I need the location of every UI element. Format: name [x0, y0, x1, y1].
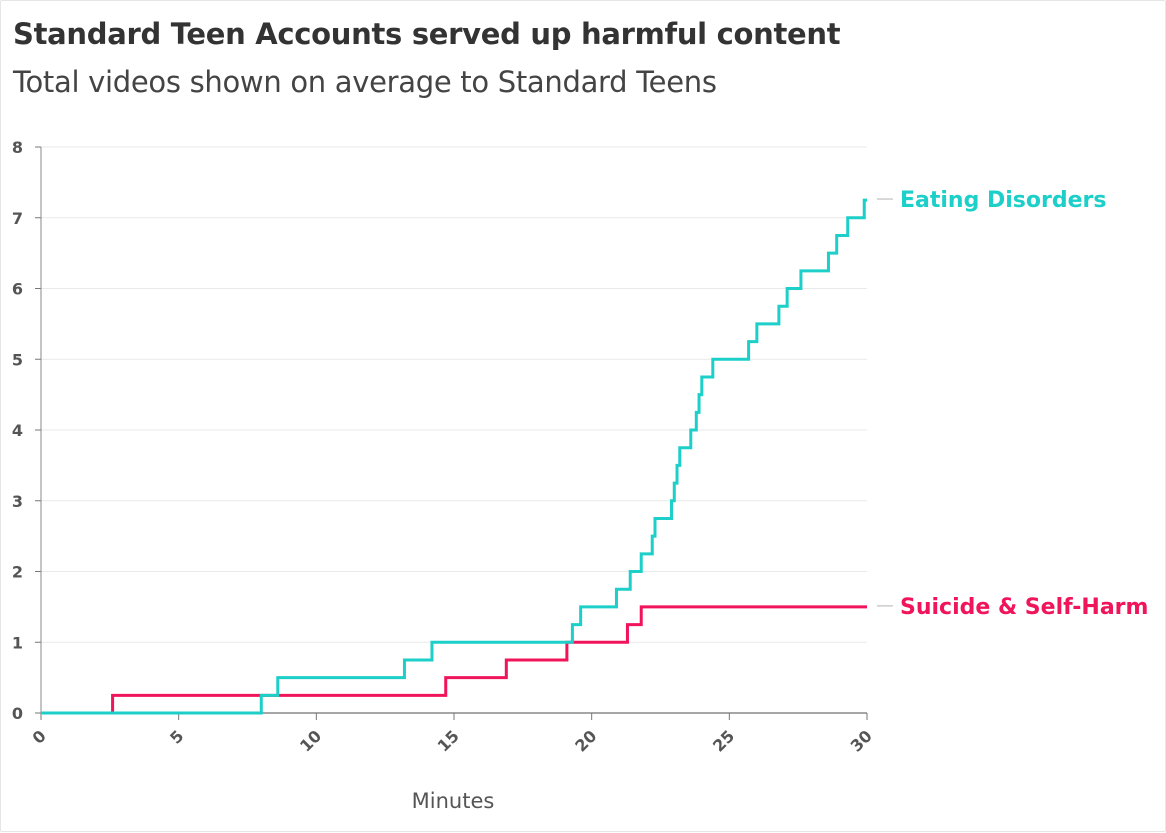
x-tick-label-10: 10 — [296, 726, 325, 755]
series-label-eating-disorders: Eating Disorders — [900, 188, 1106, 213]
y-tick-label-6: 6 — [12, 280, 23, 299]
x-tick-label-30: 30 — [847, 726, 876, 755]
x-tick-label-5: 5 — [166, 726, 187, 747]
series-line-eating-disorders — [41, 198, 867, 715]
series-label-suicide-self-harm: Suicide & Self-Harm — [900, 595, 1148, 620]
y-tick-label-2: 2 — [12, 563, 23, 582]
y-tick-label-3: 3 — [12, 492, 23, 511]
series-lines — [41, 198, 867, 715]
x-tick-label-25: 25 — [709, 726, 738, 755]
x-tick-label-15: 15 — [434, 726, 463, 755]
chart-title: Standard Teen Accounts served up harmful… — [13, 17, 841, 51]
y-tick-label-8: 8 — [12, 138, 23, 157]
y-tick-label-0: 0 — [12, 704, 23, 723]
x-tick-label-20: 20 — [571, 726, 600, 755]
x-tick-label-0: 0 — [29, 726, 50, 747]
gridlines — [41, 146, 867, 643]
series-line-suicide-self-harm — [41, 605, 867, 715]
y-tick-label-7: 7 — [12, 209, 23, 228]
x-axis-title: Minutes — [412, 789, 495, 813]
y-tick-label-5: 5 — [12, 350, 23, 369]
y-tick-label-4: 4 — [12, 421, 23, 440]
y-tick-label-1: 1 — [12, 633, 23, 652]
series-labels: Eating Disorders Suicide & Self-Harm — [877, 188, 1148, 620]
chart-subtitle: Total videos shown on average to Standar… — [13, 65, 717, 99]
